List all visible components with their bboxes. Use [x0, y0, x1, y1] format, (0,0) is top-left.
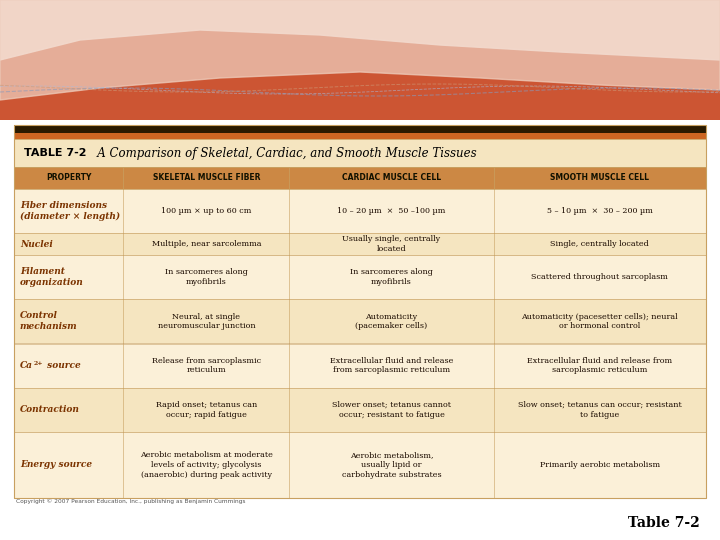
Text: 2+: 2+: [34, 361, 43, 366]
Text: Extracellular fluid and release from
sarcoplasmic reticulum: Extracellular fluid and release from sar…: [527, 357, 672, 374]
Text: PROPERTY: PROPERTY: [46, 173, 91, 183]
Text: Automaticity (pacesetter cells); neural
or hormonal control: Automaticity (pacesetter cells); neural …: [521, 313, 678, 330]
Text: Slow onset; tetanus can occur; resistant
to fatigue: Slow onset; tetanus can occur; resistant…: [518, 401, 682, 418]
Text: Aerobic metabolism at moderate
levels of activity; glycolysis
(anaerobic) during: Aerobic metabolism at moderate levels of…: [140, 451, 273, 478]
Text: 10 – 20 µm  ×  50 –100 µm: 10 – 20 µm × 50 –100 µm: [337, 207, 446, 215]
Text: A Comparison of Skeletal, Cardiac, and Smooth Muscle Tissues: A Comparison of Skeletal, Cardiac, and S…: [86, 146, 477, 159]
Text: SMOOTH MUSCLE CELL: SMOOTH MUSCLE CELL: [550, 173, 649, 183]
Text: CARDIAC MUSCLE CELL: CARDIAC MUSCLE CELL: [342, 173, 441, 183]
Text: Ca: Ca: [20, 361, 33, 370]
Text: Rapid onset; tetanus can
occur; rapid fatigue: Rapid onset; tetanus can occur; rapid fa…: [156, 401, 257, 418]
Text: Scattered throughout sarcoplasm: Scattered throughout sarcoplasm: [531, 273, 668, 281]
Text: Release from sarcoplasmic
reticulum: Release from sarcoplasmic reticulum: [152, 357, 261, 374]
Bar: [14, 255, 706, 299]
Text: Copyright © 2007 Pearson Education, Inc., publishing as Benjamin Cummings: Copyright © 2007 Pearson Education, Inc.…: [16, 498, 246, 504]
Bar: [14, 388, 706, 432]
Text: Control
mechanism: Control mechanism: [20, 312, 78, 332]
Text: Neural, at single
neuromuscular junction: Neural, at single neuromuscular junction: [158, 313, 255, 330]
Bar: [14, 189, 706, 233]
Text: Automaticity
(pacemaker cells): Automaticity (pacemaker cells): [356, 313, 428, 330]
Text: Usually single, centrally
located: Usually single, centrally located: [343, 235, 441, 253]
Bar: [0, 0, 720, 120]
Text: Energy source: Energy source: [20, 461, 92, 469]
Polygon shape: [0, 0, 720, 60]
Text: Nuclei: Nuclei: [20, 240, 53, 249]
Polygon shape: [0, 0, 720, 100]
Text: Aerobic metabolism,
usually lipid or
carbohydrate substrates: Aerobic metabolism, usually lipid or car…: [342, 451, 441, 478]
Bar: [14, 299, 706, 343]
Bar: [14, 133, 706, 139]
Text: SKELETAL MUSCLE FIBER: SKELETAL MUSCLE FIBER: [153, 173, 260, 183]
Text: Filament
organization: Filament organization: [20, 267, 84, 287]
Bar: [14, 343, 706, 388]
Text: Multiple, near sarcolemma: Multiple, near sarcolemma: [152, 240, 261, 248]
Bar: [14, 167, 706, 189]
Text: Single, centrally located: Single, centrally located: [550, 240, 649, 248]
Text: Fiber dimensions
(diameter × length): Fiber dimensions (diameter × length): [20, 201, 120, 221]
Text: 5 – 10 µm  ×  30 – 200 µm: 5 – 10 µm × 30 – 200 µm: [547, 207, 653, 215]
Text: In sarcomeres along
myofibrils: In sarcomeres along myofibrils: [350, 268, 433, 286]
Text: TABLE 7-2: TABLE 7-2: [24, 148, 86, 158]
Text: source: source: [44, 361, 81, 370]
Text: Slower onset; tetanus cannot
occur; resistant to fatigue: Slower onset; tetanus cannot occur; resi…: [332, 401, 451, 418]
Text: In sarcomeres along
myofibrils: In sarcomeres along myofibrils: [165, 268, 248, 286]
Text: Primarily aerobic metabolism: Primarily aerobic metabolism: [540, 461, 660, 469]
Bar: [14, 139, 706, 167]
Bar: [14, 432, 706, 498]
Text: Table 7-2: Table 7-2: [629, 516, 700, 530]
Text: 100 µm × up to 60 cm: 100 µm × up to 60 cm: [161, 207, 251, 215]
Bar: [14, 125, 706, 133]
Bar: [14, 125, 706, 498]
Bar: [14, 233, 706, 255]
Text: Contraction: Contraction: [20, 405, 80, 414]
Text: Extracellular fluid and release
from sarcoplasmic reticulum: Extracellular fluid and release from sar…: [330, 357, 453, 374]
